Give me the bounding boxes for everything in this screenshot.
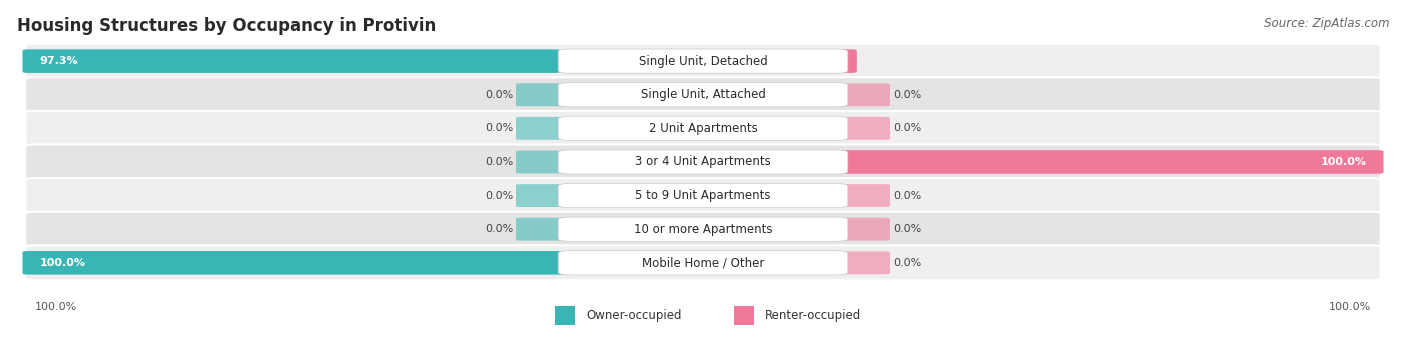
Text: 2 Unit Apartments: 2 Unit Apartments	[648, 122, 758, 135]
FancyBboxPatch shape	[558, 116, 848, 140]
FancyBboxPatch shape	[558, 217, 848, 241]
FancyBboxPatch shape	[516, 184, 574, 207]
FancyBboxPatch shape	[831, 49, 856, 73]
FancyBboxPatch shape	[516, 83, 574, 106]
Text: Renter-occupied: Renter-occupied	[765, 309, 860, 322]
FancyBboxPatch shape	[832, 218, 890, 241]
Text: 10 or more Apartments: 10 or more Apartments	[634, 223, 772, 236]
Text: 100.0%: 100.0%	[39, 258, 86, 268]
FancyBboxPatch shape	[25, 178, 1381, 213]
FancyBboxPatch shape	[516, 218, 574, 241]
Text: Owner-occupied: Owner-occupied	[586, 309, 682, 322]
Text: Single Unit, Detached: Single Unit, Detached	[638, 55, 768, 68]
FancyBboxPatch shape	[558, 49, 848, 73]
Text: 5 to 9 Unit Apartments: 5 to 9 Unit Apartments	[636, 189, 770, 202]
FancyBboxPatch shape	[558, 83, 848, 107]
FancyBboxPatch shape	[832, 117, 890, 140]
FancyBboxPatch shape	[25, 111, 1381, 146]
FancyBboxPatch shape	[831, 150, 1384, 174]
Text: 0.0%: 0.0%	[893, 90, 921, 100]
Text: 97.3%: 97.3%	[39, 56, 77, 66]
Text: 100.0%: 100.0%	[1320, 157, 1367, 167]
FancyBboxPatch shape	[25, 44, 1381, 79]
Text: 2.7%: 2.7%	[808, 56, 839, 66]
FancyBboxPatch shape	[558, 251, 848, 275]
FancyBboxPatch shape	[558, 183, 848, 208]
FancyBboxPatch shape	[558, 150, 848, 174]
FancyBboxPatch shape	[516, 117, 574, 140]
FancyBboxPatch shape	[25, 77, 1381, 112]
FancyBboxPatch shape	[734, 306, 754, 325]
FancyBboxPatch shape	[832, 251, 890, 274]
Text: 0.0%: 0.0%	[485, 157, 513, 167]
FancyBboxPatch shape	[516, 150, 574, 174]
Text: 0.0%: 0.0%	[893, 258, 921, 268]
FancyBboxPatch shape	[555, 306, 575, 325]
Text: 0.0%: 0.0%	[485, 191, 513, 201]
FancyBboxPatch shape	[832, 184, 890, 207]
FancyBboxPatch shape	[25, 212, 1381, 247]
Text: 100.0%: 100.0%	[1329, 302, 1371, 312]
Text: 3 or 4 Unit Apartments: 3 or 4 Unit Apartments	[636, 155, 770, 168]
Text: 0.0%: 0.0%	[485, 90, 513, 100]
Text: 100.0%: 100.0%	[35, 302, 77, 312]
FancyBboxPatch shape	[832, 83, 890, 106]
Text: 0.0%: 0.0%	[485, 224, 513, 234]
Text: 0.0%: 0.0%	[893, 224, 921, 234]
FancyBboxPatch shape	[25, 245, 1381, 280]
Text: 0.0%: 0.0%	[893, 191, 921, 201]
Text: 0.0%: 0.0%	[893, 123, 921, 133]
Text: Source: ZipAtlas.com: Source: ZipAtlas.com	[1264, 17, 1389, 30]
Text: Mobile Home / Other: Mobile Home / Other	[641, 256, 765, 269]
FancyBboxPatch shape	[22, 251, 575, 275]
Text: Housing Structures by Occupancy in Protivin: Housing Structures by Occupancy in Proti…	[17, 17, 436, 35]
FancyBboxPatch shape	[22, 49, 561, 73]
Text: Single Unit, Attached: Single Unit, Attached	[641, 88, 765, 101]
Text: 0.0%: 0.0%	[485, 123, 513, 133]
FancyBboxPatch shape	[25, 145, 1381, 179]
